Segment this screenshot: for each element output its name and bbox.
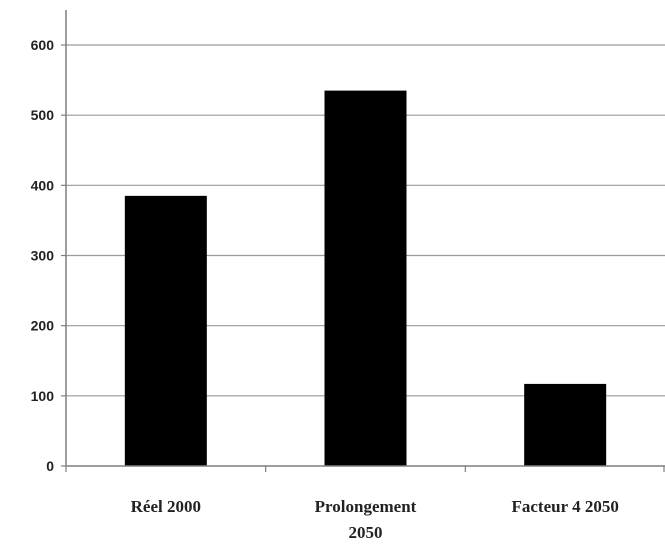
- category-label-line: Facteur 4 2050: [511, 497, 618, 516]
- bars: [124, 90, 607, 466]
- y-tick-label: 0: [46, 458, 54, 474]
- bar-3: [524, 383, 607, 466]
- category-label-2: Prolongement 2050: [315, 497, 417, 542]
- y-tick-label: 400: [31, 177, 55, 193]
- y-tick-label: 100: [31, 388, 55, 404]
- category-labels: Réel 2000 Prolongement 2050 Facteur 4 2050: [131, 497, 619, 542]
- bar-2: [324, 90, 407, 466]
- y-tick-label: 600: [31, 37, 55, 53]
- y-tick-label: 200: [31, 318, 55, 334]
- y-tick-labels: 0 100 200 300 400 500 600: [31, 37, 55, 474]
- category-label-line: Réel 2000: [131, 497, 201, 516]
- category-label-line: Prolongement: [315, 497, 417, 516]
- bar-1: [124, 195, 207, 466]
- axes: [61, 10, 665, 472]
- category-label-3: Facteur 4 2050: [511, 497, 618, 516]
- y-tick-label: 300: [31, 248, 55, 264]
- category-label-1: Réel 2000: [131, 497, 201, 516]
- category-label-line: 2050: [349, 523, 383, 542]
- y-tick-label: 500: [31, 107, 55, 123]
